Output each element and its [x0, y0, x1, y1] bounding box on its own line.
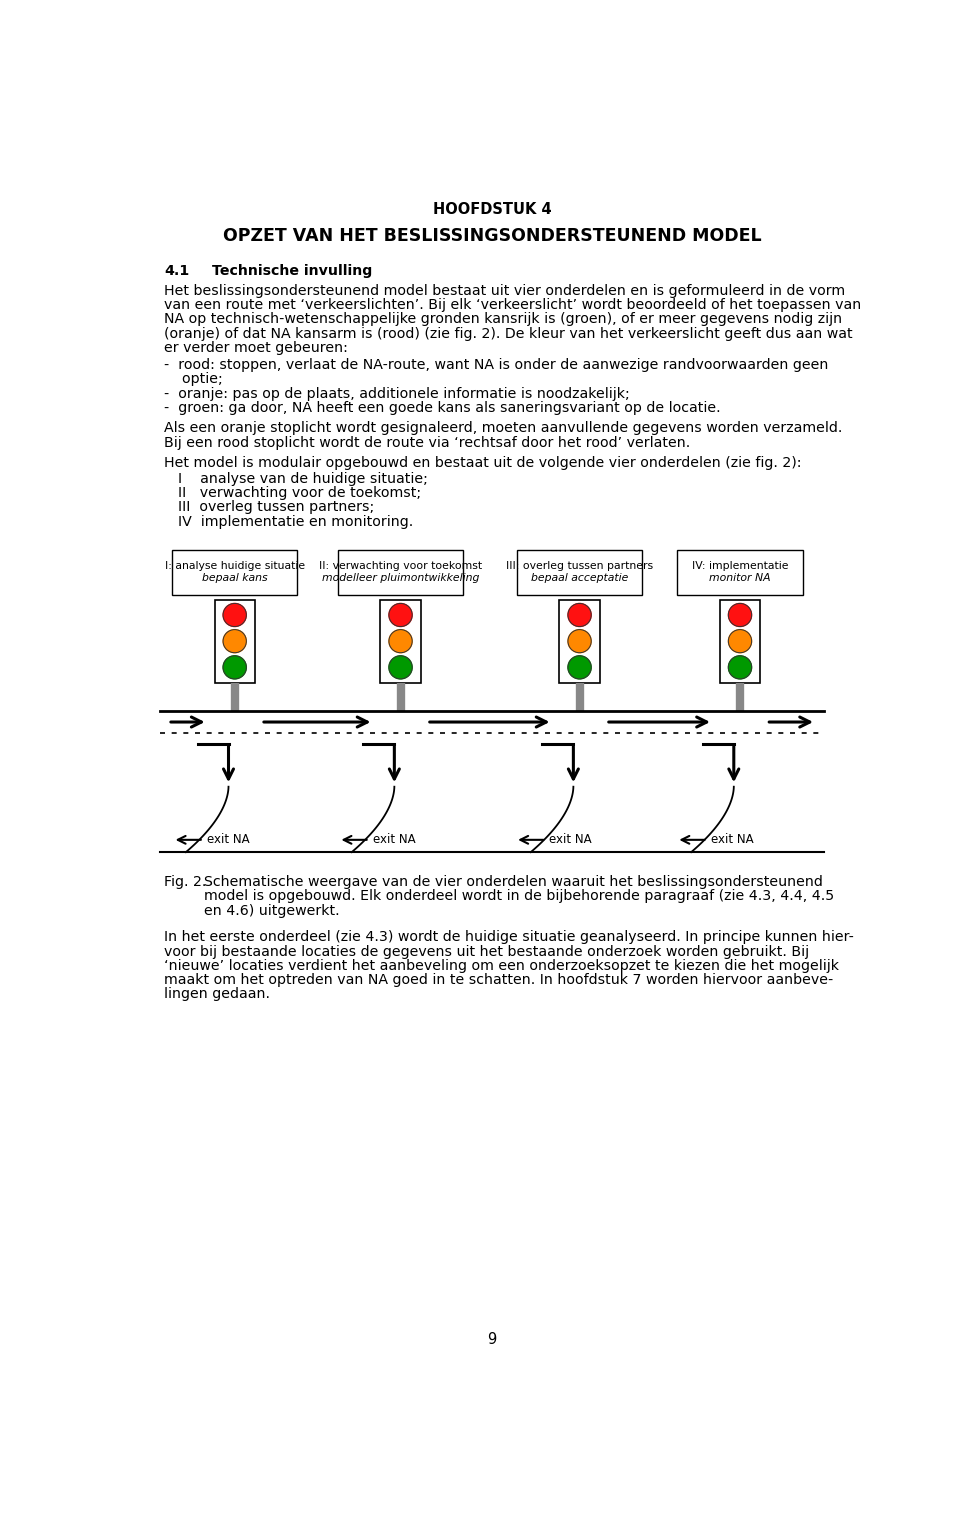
Text: van een route met ‘verkeerslichten’. Bij elk ‘verkeerslicht’ wordt beoordeeld of: van een route met ‘verkeerslichten’. Bij…	[164, 298, 861, 312]
Circle shape	[568, 603, 591, 626]
Text: -  oranje: pas op de plaats, additionele informatie is noodzakelijk;: - oranje: pas op de plaats, additionele …	[164, 386, 630, 401]
Text: -  groen: ga door, NA heeft een goede kans als saneringsvariant op de locatie.: - groen: ga door, NA heeft een goede kan…	[164, 401, 721, 415]
Text: model is opgebouwd. Elk onderdeel wordt in de bijbehorende paragraaf (zie 4.3, 4: model is opgebouwd. Elk onderdeel wordt …	[204, 889, 835, 903]
Text: monitor NA: monitor NA	[709, 574, 771, 583]
FancyBboxPatch shape	[516, 551, 642, 595]
Text: II   verwachting voor de toekomst;: II verwachting voor de toekomst;	[179, 486, 421, 500]
Text: en 4.6) uitgewerkt.: en 4.6) uitgewerkt.	[204, 904, 340, 918]
Circle shape	[389, 629, 412, 652]
Text: maakt om het optreden van NA goed in te schatten. In hoofdstuk 7 worden hiervoor: maakt om het optreden van NA goed in te …	[164, 974, 833, 987]
Text: Schematische weergave van de vier onderdelen waaruit het beslissingsondersteunen: Schematische weergave van de vier onderd…	[204, 875, 824, 889]
Text: 4.1: 4.1	[164, 265, 189, 278]
Circle shape	[568, 629, 591, 652]
Text: exit NA: exit NA	[372, 834, 416, 846]
Text: exit NA: exit NA	[549, 834, 592, 846]
Text: exit NA: exit NA	[710, 834, 754, 846]
Text: lingen gedaan.: lingen gedaan.	[164, 987, 270, 1001]
Circle shape	[568, 655, 591, 678]
Text: IV: implementatie: IV: implementatie	[692, 561, 788, 571]
Text: voor bij bestaande locaties de gegevens uit het bestaande onderzoek worden gebru: voor bij bestaande locaties de gegevens …	[164, 944, 809, 958]
Text: Als een oranje stoplicht wordt gesignaleerd, moeten aanvullende gegevens worden : Als een oranje stoplicht wordt gesignale…	[164, 421, 843, 435]
Circle shape	[223, 603, 247, 626]
Text: bepaal kans: bepaal kans	[202, 574, 268, 583]
FancyBboxPatch shape	[720, 600, 760, 683]
FancyBboxPatch shape	[560, 600, 600, 683]
Text: NA op technisch-wetenschappelijke gronden kansrijk is (groen), of er meer gegeve: NA op technisch-wetenschappelijke gronde…	[164, 312, 842, 326]
FancyBboxPatch shape	[380, 600, 420, 683]
Text: III  overleg tussen partners;: III overleg tussen partners;	[179, 500, 374, 514]
Text: Fig. 2.: Fig. 2.	[164, 875, 206, 889]
Text: (oranje) of dat NA kansarm is (rood) (zie fig. 2). De kleur van het verkeerslich: (oranje) of dat NA kansarm is (rood) (zi…	[164, 326, 852, 340]
Circle shape	[729, 655, 752, 678]
Text: II: verwachting voor toekomst: II: verwachting voor toekomst	[319, 561, 482, 571]
Text: III: overleg tussen partners: III: overleg tussen partners	[506, 561, 653, 571]
Text: exit NA: exit NA	[206, 834, 250, 846]
Circle shape	[389, 655, 412, 678]
Text: Het model is modulair opgebouwd en bestaat uit de volgende vier onderdelen (zie : Het model is modulair opgebouwd en besta…	[164, 455, 802, 471]
FancyBboxPatch shape	[214, 600, 254, 683]
Text: 9: 9	[488, 1332, 496, 1347]
FancyBboxPatch shape	[338, 551, 464, 595]
FancyBboxPatch shape	[677, 551, 803, 595]
Text: er verder moet gebeuren:: er verder moet gebeuren:	[164, 341, 348, 355]
Circle shape	[729, 603, 752, 626]
Text: -  rood: stoppen, verlaat de NA-route, want NA is onder de aanwezige randvoorwaa: - rood: stoppen, verlaat de NA-route, wa…	[164, 358, 828, 372]
Text: optie;: optie;	[164, 372, 223, 386]
Circle shape	[223, 629, 247, 652]
Circle shape	[223, 655, 247, 678]
Text: IV  implementatie en monitoring.: IV implementatie en monitoring.	[179, 515, 414, 529]
Text: OPZET VAN HET BESLISSINGSONDERSTEUNEND MODEL: OPZET VAN HET BESLISSINGSONDERSTEUNEND M…	[223, 228, 761, 245]
Circle shape	[389, 603, 412, 626]
Text: In het eerste onderdeel (zie 4.3) wordt de huidige situatie geanalyseerd. In pri: In het eerste onderdeel (zie 4.3) wordt …	[164, 930, 854, 944]
Text: ‘nieuwe’ locaties verdient het aanbeveling om een onderzoeksopzet te kiezen die : ‘nieuwe’ locaties verdient het aanbeveli…	[164, 958, 839, 974]
Circle shape	[729, 629, 752, 652]
Text: HOOFDSTUK 4: HOOFDSTUK 4	[433, 203, 551, 217]
Text: Technische invulling: Technische invulling	[212, 265, 372, 278]
Text: Het beslissingsondersteunend model bestaat uit vier onderdelen en is geformuleer: Het beslissingsondersteunend model besta…	[164, 285, 846, 298]
Text: I    analyse van de huidige situatie;: I analyse van de huidige situatie;	[179, 472, 428, 486]
Text: I: analyse huidige situatie: I: analyse huidige situatie	[164, 561, 304, 571]
FancyBboxPatch shape	[172, 551, 298, 595]
Text: bepaal acceptatie: bepaal acceptatie	[531, 574, 628, 583]
Text: modelleer pluimontwikkeling: modelleer pluimontwikkeling	[322, 574, 479, 583]
Text: Bij een rood stoplicht wordt de route via ‘rechtsaf door het rood’ verlaten.: Bij een rood stoplicht wordt de route vi…	[164, 435, 690, 449]
